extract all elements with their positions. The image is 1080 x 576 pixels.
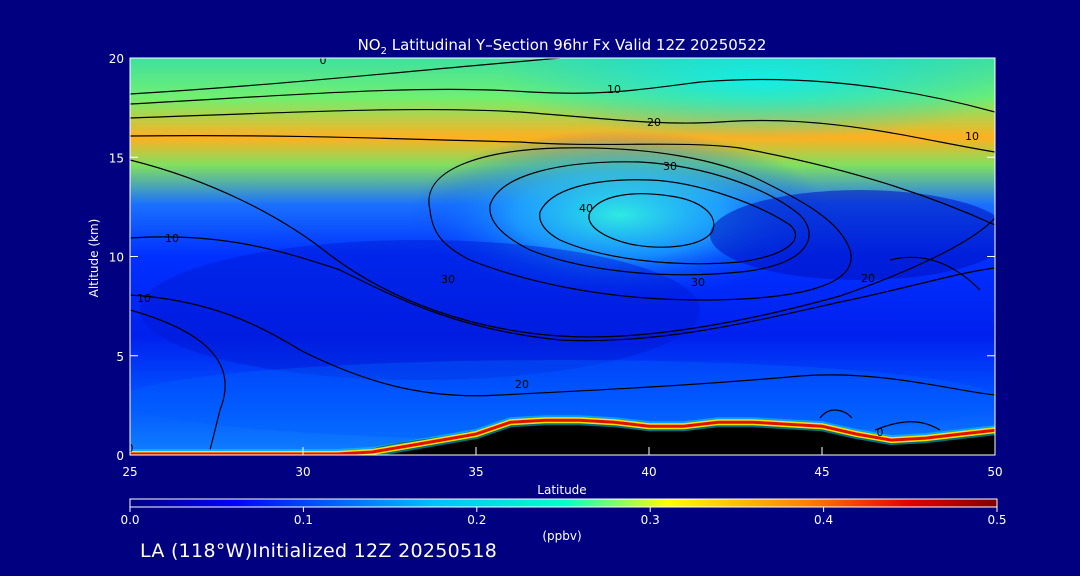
title-rest: Latitudinal Y–Section 96hr Fx Valid 12Z … <box>387 36 766 54</box>
contour-line <box>874 421 941 431</box>
contour-label: 40 <box>579 202 593 215</box>
colorbar-ticks: 0.0 0.1 0.2 0.3 0.4 0.5 <box>120 507 1007 527</box>
x-tick-label: 30 <box>295 465 310 479</box>
contour-line <box>130 58 561 95</box>
contour-label: 10 <box>965 130 979 143</box>
colorbar-tick-label: 0.3 <box>641 513 660 527</box>
contour-label: 30 <box>691 276 705 289</box>
contour-lines <box>130 58 995 451</box>
contour-line <box>588 193 715 248</box>
y-tick-label: 20 <box>109 52 124 66</box>
y-tick-label: 5 <box>116 350 124 364</box>
colorbar-tick-label: 0.2 <box>467 513 486 527</box>
contour-line <box>130 159 995 338</box>
colorbar-unit-label: (ppbv) <box>542 529 581 543</box>
y-tick-label: 10 <box>109 251 124 265</box>
heatmap-dark-core <box>710 190 995 280</box>
colorbar <box>129 498 998 508</box>
contour-label: 0 <box>127 442 134 455</box>
contour-label: 0 <box>877 426 884 439</box>
contour-line <box>539 179 796 265</box>
colorbar-tick-label: 0.0 <box>120 513 139 527</box>
colorbar-tick-label: 0.4 <box>814 513 833 527</box>
contour-line <box>130 78 995 113</box>
title-subscript: 2 <box>381 46 387 57</box>
x-axis-label: Latitude <box>537 483 586 497</box>
heatmap-dark-left <box>140 240 700 380</box>
contour-line <box>130 236 995 342</box>
surface-band-red <box>130 418 995 455</box>
heatmap-upper-region <box>500 58 995 140</box>
contour-line <box>130 134 995 226</box>
x-tick-label: 25 <box>122 465 137 479</box>
x-tick-label: 35 <box>468 465 483 479</box>
contour-label: 10 <box>607 83 621 96</box>
colorbar-tick-label: 0.1 <box>294 513 313 527</box>
contour-label: 10 <box>137 292 151 305</box>
contour-line <box>819 409 853 419</box>
y-tick-label: 15 <box>109 151 124 165</box>
footer-caption: LA (118°W)Initialized 12Z 20250518 <box>140 540 498 562</box>
terrain <box>130 421 995 455</box>
terrain-layer <box>130 415 995 455</box>
x-tick-label: 45 <box>814 465 829 479</box>
chart-title: NO2 Latitudinal Y–Section 96hr Fx Valid … <box>358 36 767 57</box>
contour-labels: 0 10 20 30 40 10 10 20 30 30 20 10 0 0 <box>127 54 979 455</box>
contour-label: 0 <box>320 54 327 67</box>
contour-label: 20 <box>861 272 875 285</box>
contour-line <box>489 161 810 276</box>
contour-line <box>130 108 995 153</box>
contour-label: 30 <box>441 273 455 286</box>
contour-line <box>428 147 852 301</box>
y-axis-label: Altitude (km) <box>87 219 101 298</box>
heatmap-high-region <box>410 130 830 300</box>
x-tick-label: 40 <box>641 465 656 479</box>
contour-label: 20 <box>647 116 661 129</box>
x-tick-label: 50 <box>987 465 1002 479</box>
contour-label: 10 <box>165 232 179 245</box>
contour-label: 20 <box>515 378 529 391</box>
contour-line <box>130 294 995 397</box>
y-tick-label: 0 <box>116 449 124 463</box>
contour-line <box>130 309 226 451</box>
colorbar-tick-label: 0.5 <box>987 513 1006 527</box>
contour-line <box>889 256 981 291</box>
contour-label: 30 <box>663 160 677 173</box>
axis-ticks: 25 30 35 40 45 50 0 5 10 15 20 <box>109 52 1003 479</box>
